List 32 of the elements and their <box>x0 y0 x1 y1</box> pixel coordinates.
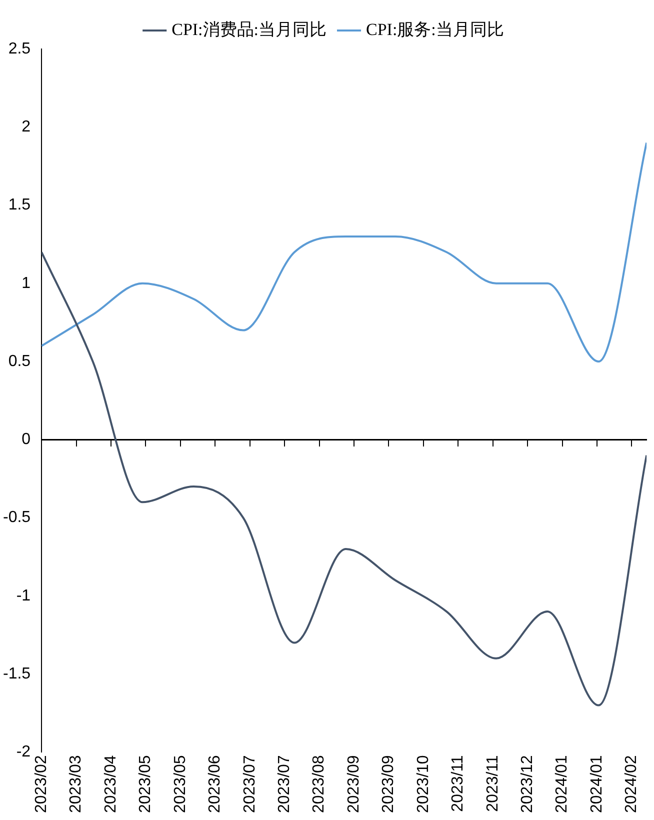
line-series <box>42 142 647 363</box>
x-tick-label: 2023/05 <box>172 755 189 814</box>
x-tick-label: 2023/07 <box>276 755 293 814</box>
x-tick-label: 2023/11 <box>450 755 467 812</box>
y-tick-label: -0.5 <box>2 509 31 526</box>
x-tick-label: 2024/01 <box>554 755 571 814</box>
y-tick-label: 2 <box>22 118 31 136</box>
y-tick-label: 2.5 <box>8 40 31 58</box>
y-tick-label: 1 <box>22 274 31 292</box>
x-tick-label: 2023/04 <box>102 755 120 814</box>
x-tick-label: 2023/09 <box>380 755 398 814</box>
y-tick-label: -1 <box>16 587 31 604</box>
x-tick-label: 2023/05 <box>137 755 154 814</box>
legend-label: CPI:消费品:当月同比 <box>172 20 327 39</box>
x-tick-label: 2023/11 <box>484 755 502 812</box>
x-tick-label: 2023/03 <box>68 755 85 814</box>
x-tick-label: 2024/02 <box>623 755 640 814</box>
y-tick-label: 0.5 <box>8 352 31 370</box>
x-tick-label: 2023/02 <box>32 755 50 814</box>
x-tick-label: 2023/10 <box>414 755 432 814</box>
y-tick-label: 1.5 <box>8 196 31 214</box>
x-tick-label: 2023/07 <box>241 755 258 814</box>
x-tick-label: 2023/12 <box>518 755 536 814</box>
legend-label: CPI:服务:当月同比 <box>366 20 504 39</box>
x-tick-label: 2023/09 <box>345 755 362 814</box>
line-series <box>42 251 647 706</box>
y-tick-label: 0 <box>22 431 31 448</box>
x-tick-label: 2023/08 <box>310 755 328 814</box>
y-tick-label: -1.5 <box>2 665 31 682</box>
x-tick-label: 2024/01 <box>588 755 606 814</box>
y-tick-label: -2 <box>16 744 31 761</box>
x-tick-label: 2023/06 <box>206 755 224 814</box>
